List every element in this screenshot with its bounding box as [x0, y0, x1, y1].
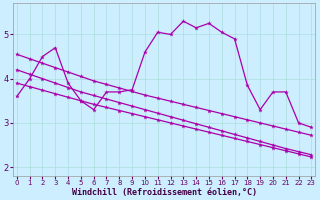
X-axis label: Windchill (Refroidissement éolien,°C): Windchill (Refroidissement éolien,°C)	[72, 188, 257, 197]
